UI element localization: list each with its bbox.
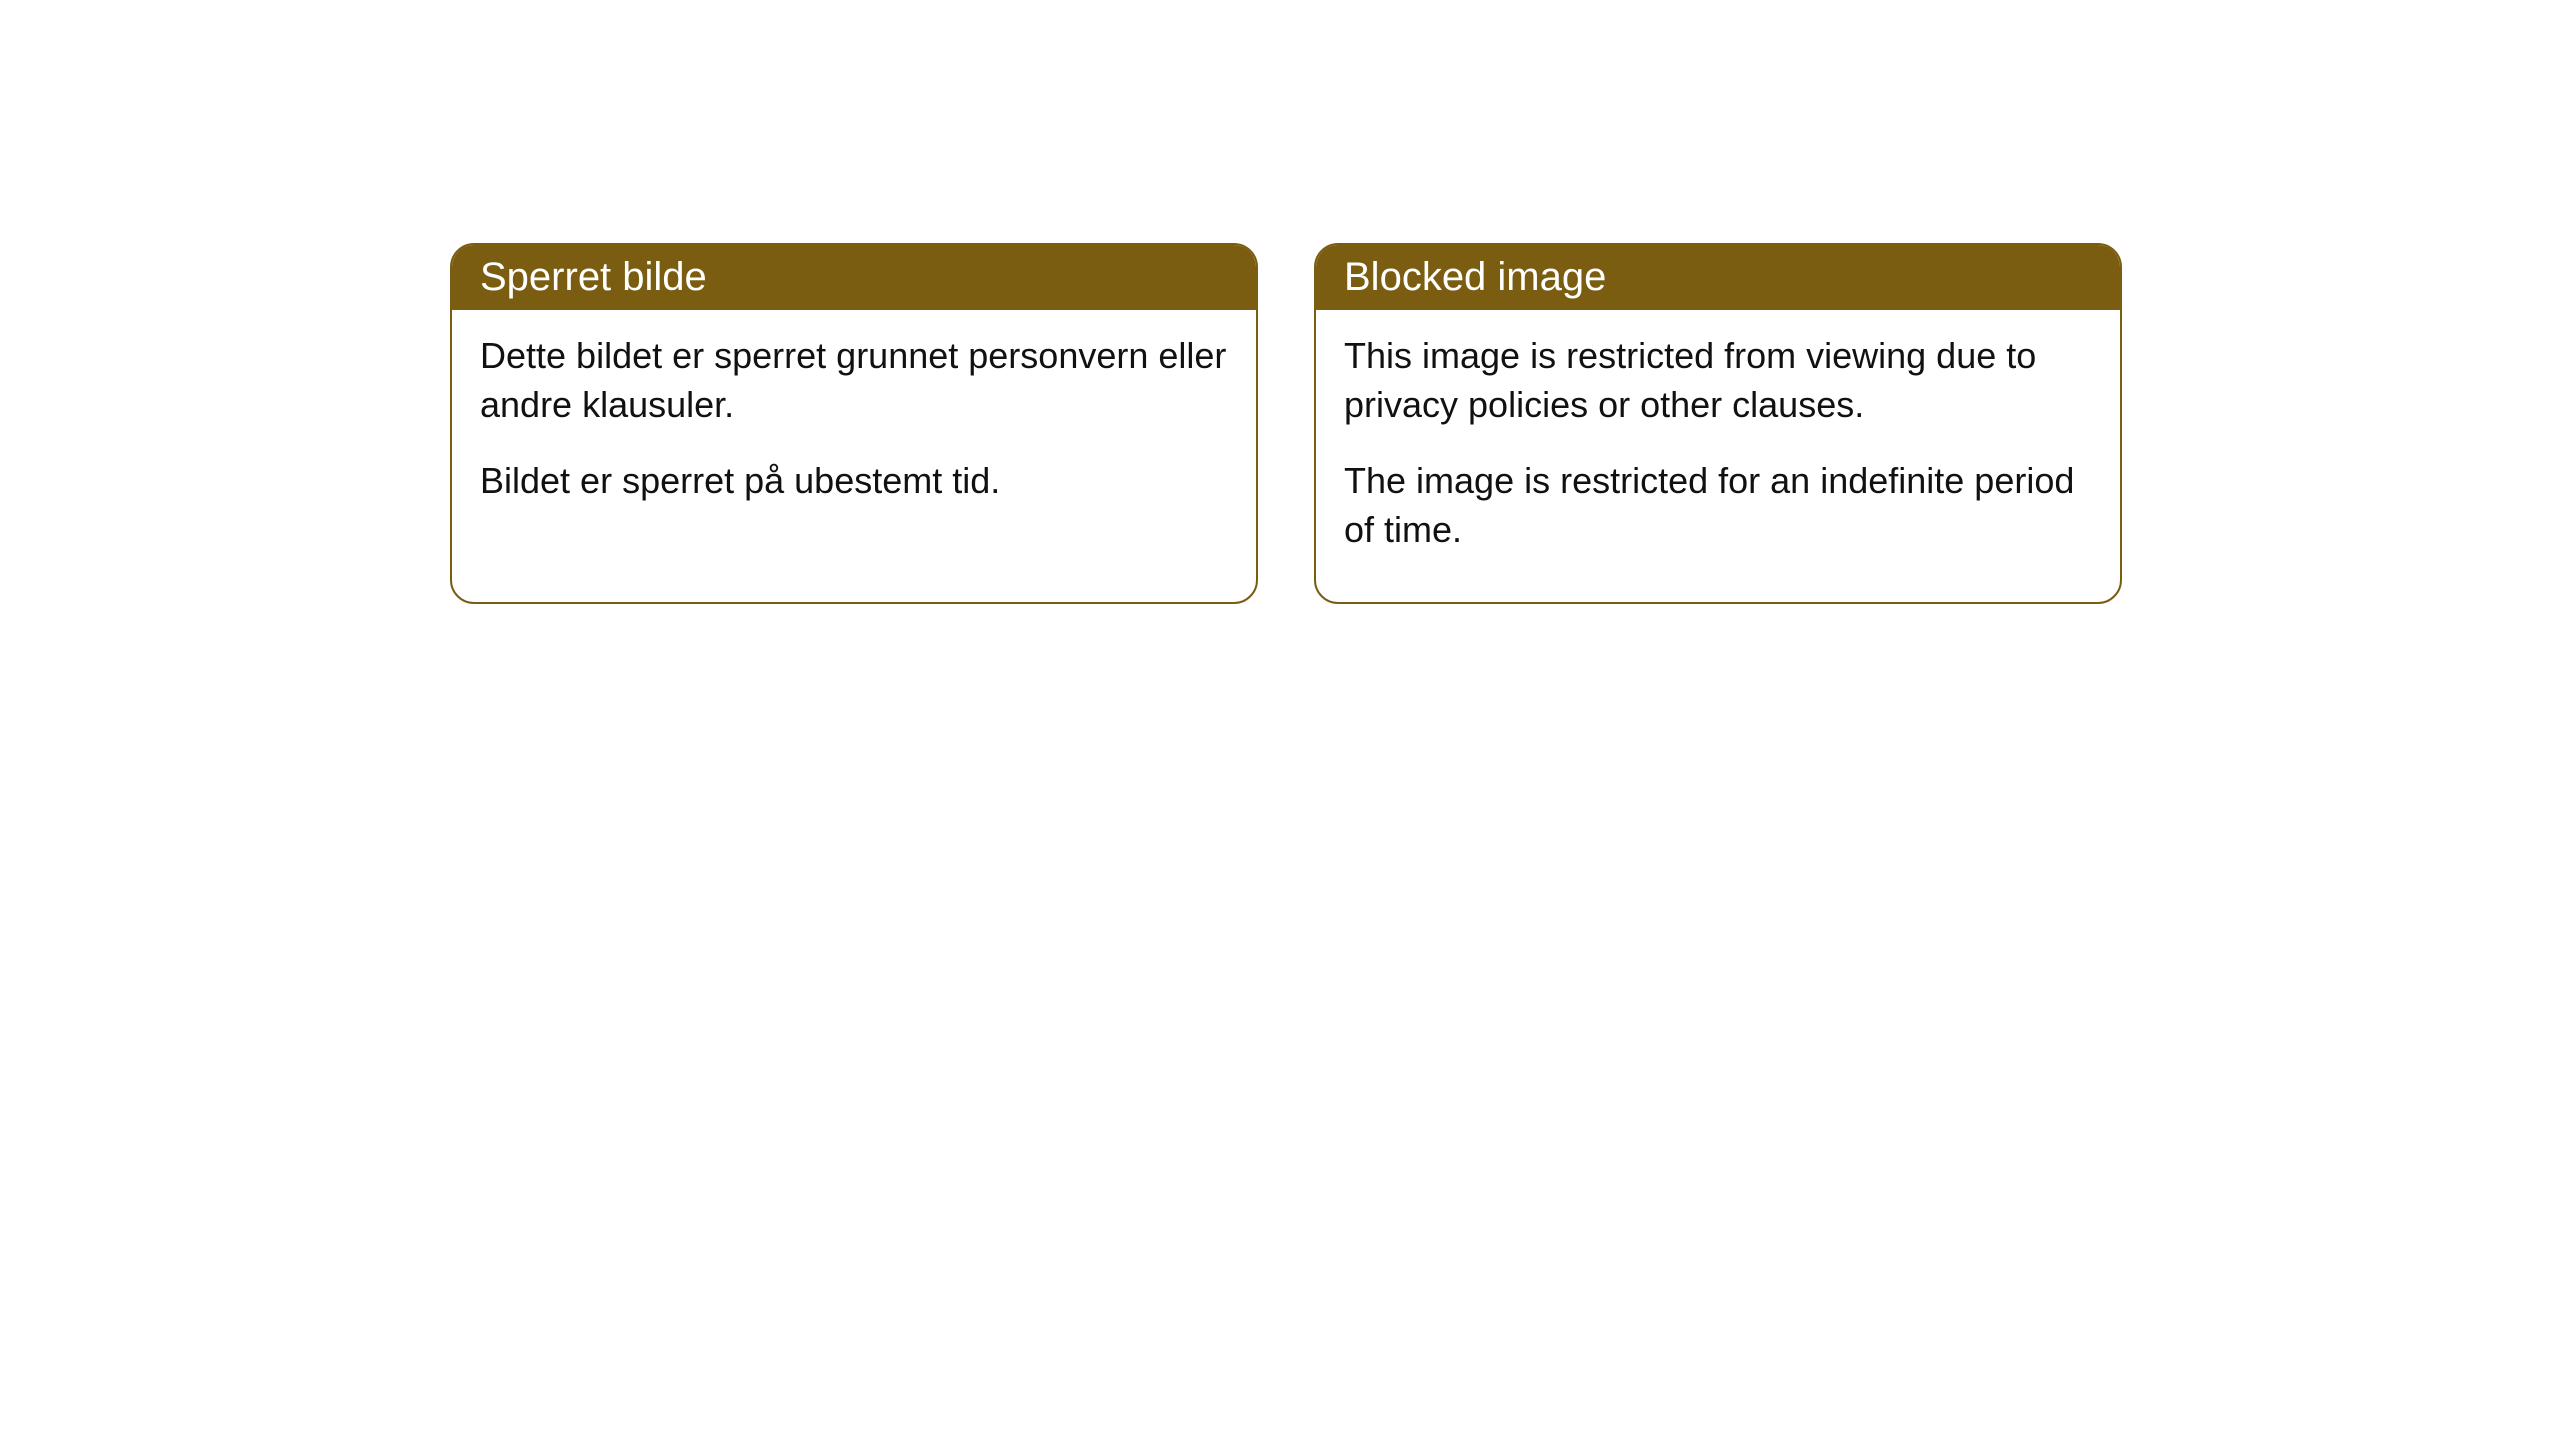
notice-cards-container: Sperret bilde Dette bildet er sperret gr… [450, 243, 2122, 604]
card-body: This image is restricted from viewing du… [1316, 310, 2120, 602]
card-paragraph: The image is restricted for an indefinit… [1344, 457, 2092, 554]
card-paragraph: Bildet er sperret på ubestemt tid. [480, 457, 1228, 506]
card-header: Blocked image [1316, 245, 2120, 310]
card-title: Blocked image [1344, 255, 1606, 299]
card-title: Sperret bilde [480, 255, 707, 299]
blocked-image-card-english: Blocked image This image is restricted f… [1314, 243, 2122, 604]
blocked-image-card-norwegian: Sperret bilde Dette bildet er sperret gr… [450, 243, 1258, 604]
card-body: Dette bildet er sperret grunnet personve… [452, 310, 1256, 554]
card-paragraph: Dette bildet er sperret grunnet personve… [480, 332, 1228, 429]
card-header: Sperret bilde [452, 245, 1256, 310]
card-paragraph: This image is restricted from viewing du… [1344, 332, 2092, 429]
